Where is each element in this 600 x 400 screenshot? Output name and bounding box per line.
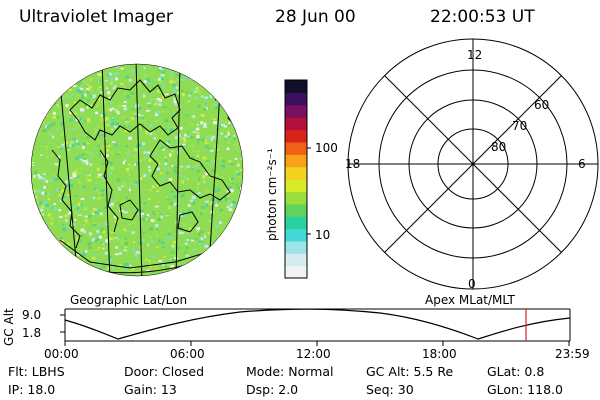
- mlt-label-12: 12: [467, 48, 483, 62]
- info-glon: GLon: 118.0: [487, 382, 563, 397]
- time-tick-1800: 18:00: [422, 347, 457, 361]
- lat-label-80: 80: [491, 140, 507, 154]
- time-tick-0000: 00:00: [44, 347, 79, 361]
- lat-label-70: 70: [512, 119, 528, 133]
- instrument-title: Ultraviolet Imager: [19, 7, 173, 27]
- mlt-label-6: 6: [578, 157, 586, 171]
- geo-panel-caption: Geographic Lat/Lon: [70, 293, 188, 307]
- colorbar-band: [285, 253, 307, 267]
- info-gc-alt: GC Alt: 5.5 Re: [366, 364, 454, 379]
- colorbar-unit-label: photon cm⁻²s⁻¹: [265, 148, 279, 241]
- colorbar-tick-10: 10: [315, 228, 331, 242]
- altitude-strip-plot: [60, 308, 571, 346]
- mlt-label-0: 0: [468, 277, 476, 291]
- lat-label-60: 60: [534, 98, 550, 112]
- colorbar-band: [285, 216, 307, 230]
- info-dsp: Dsp: 2.0: [246, 382, 299, 397]
- mlt-label-18: 18: [345, 157, 361, 171]
- colorbar-tick-100: 100: [315, 141, 338, 155]
- polar-grid: [347, 38, 599, 290]
- colorbar-band: [285, 92, 307, 106]
- colorbar-band: [285, 129, 307, 143]
- info-glat: GLat: 0.8: [487, 364, 545, 379]
- colorbar-band: [285, 154, 307, 168]
- colorbar: [285, 80, 307, 279]
- time-tick-1200: 12:00: [296, 347, 331, 361]
- header-date: 28 Jun 00: [275, 7, 356, 27]
- altitude-curve: [64, 308, 571, 340]
- alt-tick-9: 9.0: [22, 308, 42, 322]
- polar-panel-caption: Apex MLat/MLT: [425, 293, 515, 307]
- info-filter: Flt: LBHS: [8, 364, 65, 379]
- info-seq: Seq: 30: [366, 382, 414, 397]
- polar-diagonal-2: [384, 75, 562, 253]
- info-mode: Mode: Normal: [246, 364, 334, 379]
- info-door: Door: Closed: [124, 364, 205, 379]
- time-tick-2359: 23:59: [555, 347, 590, 361]
- colorbar-band: [285, 191, 307, 205]
- info-ip: IP: 18.0: [8, 382, 56, 397]
- colorbar-band: [285, 228, 307, 242]
- info-gain: Gain: 13: [124, 382, 177, 397]
- time-tick-0600: 06:00: [170, 347, 205, 361]
- colorbar-band: [285, 80, 307, 93]
- colorbar-band: [285, 141, 307, 155]
- colorbar-band: [285, 265, 307, 279]
- colorbar-band: [285, 179, 307, 192]
- header-time: 22:00:53 UT: [430, 7, 535, 27]
- colorbar-band: [285, 104, 307, 118]
- colorbar-band: [285, 117, 307, 131]
- colorbar-band: [285, 166, 307, 180]
- alt-tick-1-8: 1.8: [22, 326, 42, 340]
- alt-axis-label: GC Alt: [2, 308, 16, 346]
- colorbar-band: [285, 203, 307, 217]
- colorbar-band: [285, 240, 307, 254]
- uv-image-disc: [30, 63, 244, 277]
